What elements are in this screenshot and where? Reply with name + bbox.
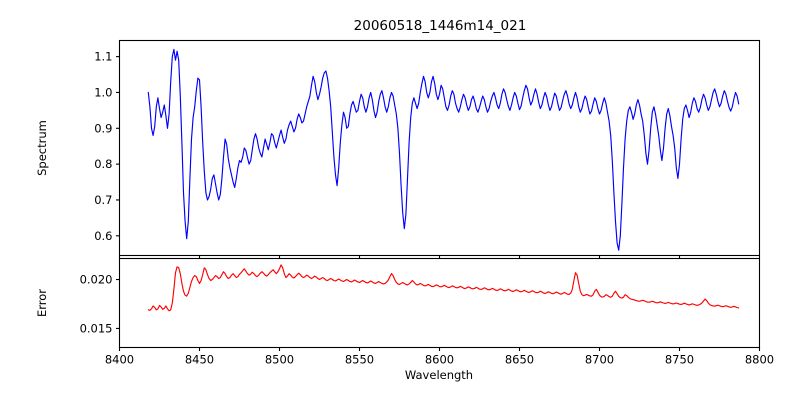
error-axes-frame xyxy=(118,257,761,349)
error-y-tick-label: 0.020 xyxy=(80,273,113,287)
x-axis-tick-label: 8500 xyxy=(265,353,294,367)
spectrum-y-tick-label: 0.7 xyxy=(94,193,112,207)
spectrum-panel: 0.6 0.7 0.8 0.9 1.0 1.1 Spectrum xyxy=(35,39,761,259)
x-axis-tick-label: 8650 xyxy=(505,353,534,367)
x-axis-tick-label: 8550 xyxy=(345,353,374,367)
error-y-tick-label: 0.015 xyxy=(80,321,113,335)
error-data-line xyxy=(147,264,740,312)
spectrum-y-tick-label: 0.8 xyxy=(94,157,112,171)
x-axis-tick-label: 8700 xyxy=(585,353,614,367)
spectrum-y-tick-label: 1.1 xyxy=(94,50,112,64)
x-axis-tick-label: 8750 xyxy=(665,353,694,367)
x-axis-tick-labels: 8400 8450 8500 8550 8600 8650 8700 8750 8800 xyxy=(105,353,774,367)
spectrum-y-tick-label: 1.0 xyxy=(94,85,112,99)
error-tick-labels: 0.015 0.020 xyxy=(80,273,113,336)
error-tick-marks xyxy=(116,278,761,351)
spectrum-y-axis-label: Spectrum xyxy=(35,120,49,176)
error-y-axis-label: Error xyxy=(35,289,49,317)
x-axis-tick-label: 8450 xyxy=(185,353,214,367)
spectrum-y-tick-label: 0.9 xyxy=(94,121,112,135)
x-axis-tick-label: 8600 xyxy=(425,353,454,367)
x-axis-label: Wavelength xyxy=(405,368,473,382)
spectrum-y-tick-label: 0.6 xyxy=(94,229,112,243)
x-axis-tick-label: 8800 xyxy=(745,353,774,367)
page-title: 20060518_1446m14_021 xyxy=(354,18,527,34)
spectrum-tick-labels: 0.6 0.7 0.8 0.9 1.0 1.1 xyxy=(94,50,112,243)
spectrum-axes-frame xyxy=(118,39,761,257)
x-axis-tick-label: 8400 xyxy=(105,353,134,367)
spectrum-data-line xyxy=(147,48,740,251)
error-panel: 0.015 0.020 Error 8400 8450 8500 8550 8600 865… xyxy=(35,257,774,382)
